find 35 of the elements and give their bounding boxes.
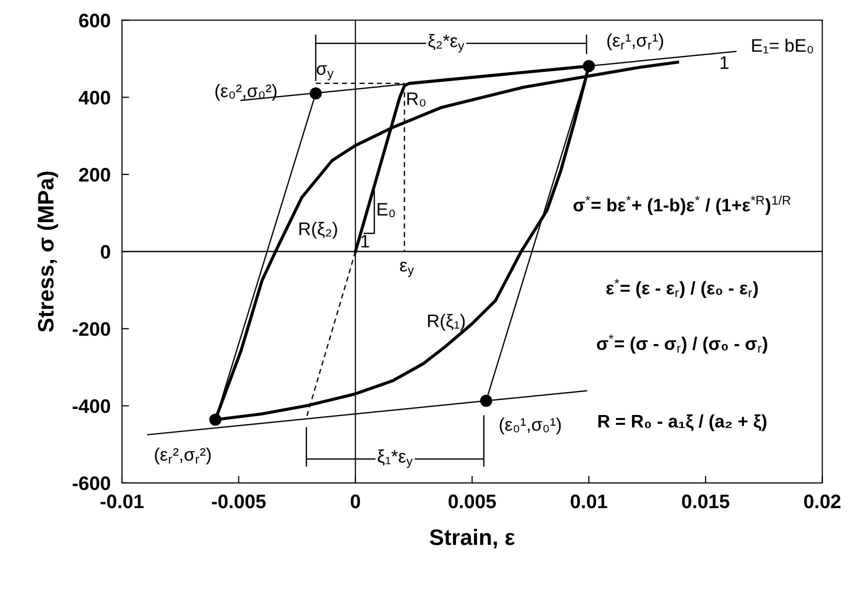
annotation: (ε$_{r}$¹,σ$_{r}$¹) (607, 33, 664, 50)
y-tick-label: 600 (79, 14, 110, 28)
y-tick-label: -400 (72, 399, 110, 414)
x-tick-label: -0.01 (100, 494, 144, 508)
y-tick-label: -600 (72, 476, 110, 490)
annotation: ξ₁*ε$_{y}$ (378, 449, 413, 468)
y-tick-label: 400 (78, 90, 110, 105)
y-tick-label: 200 (79, 168, 110, 182)
annotation: E₁= bE₀ (752, 38, 814, 54)
annotation: R(ξ₂) (299, 222, 338, 239)
x-tick-label: 0 (350, 494, 360, 508)
annotation: 1 (720, 56, 728, 69)
y-tick-label: 0 (100, 245, 110, 259)
y-axis-title: Stress, σ (MPa) (37, 172, 58, 332)
annotation: σ$^{*}$= (σ - σ$_{r}$) / (σ₀ - σ$_{r}$) (596, 334, 768, 354)
annotation: E₀ (378, 203, 395, 218)
x-tick-label: 0.015 (682, 494, 730, 508)
annotation: (ε₀²,σ₀²) (215, 84, 276, 101)
x-tick-label: 0.005 (448, 494, 496, 508)
annotation: ε$_{y}$ (400, 262, 414, 277)
annotation: σ$_{y}$ (316, 65, 334, 80)
annotation: (ε$_{r}$²,σ$_{r}$²) (154, 448, 211, 464)
annotation: R₀ (407, 92, 426, 107)
x-tick-label: -0.005 (212, 494, 266, 508)
x-tick-label: 0.01 (570, 494, 608, 508)
annotation: ξ₂*ε$_{y}$ (428, 34, 464, 53)
y-tick-label: -200 (72, 322, 110, 336)
annotation: R = R₀ - a₁ξ / (a₂ + ξ) (598, 414, 766, 432)
x-axis-title: Strain, ε (430, 528, 515, 548)
text: σ$^{*}$= bε$^{*}$+ (1-b)ε$^{*}$ / (1+ε$^{*R}$)$^{1/R}$ (574, 195, 790, 216)
annotation: ε$^{*}$= (ε - ε$_{r}$) / (ε₀ - ε$_{r}$) (606, 278, 758, 298)
annotation: 1 (361, 235, 370, 248)
x-tick-label: 0.02 (804, 494, 840, 508)
annotation: (ε₀¹,σ₀¹) (500, 418, 561, 434)
annotation: R(ξ₁) (428, 314, 465, 331)
